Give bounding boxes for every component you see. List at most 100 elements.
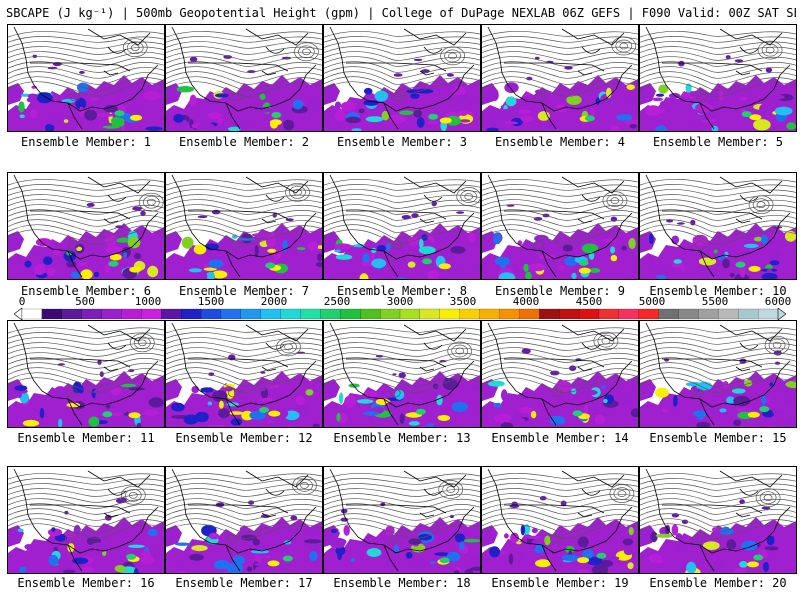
ensemble-member-map bbox=[323, 320, 481, 428]
colorbar-tick-label: 3500 bbox=[449, 295, 477, 308]
colorbar-swatch bbox=[499, 308, 520, 320]
colorbar-swatch bbox=[638, 308, 660, 320]
geopotential-height-contours bbox=[640, 326, 796, 398]
colorbar-tick-label: 5000 bbox=[638, 295, 666, 308]
sbcape-shading bbox=[324, 201, 480, 279]
sbcape-shading bbox=[8, 54, 164, 131]
geographic-boundaries bbox=[487, 322, 633, 426]
geographic-boundaries bbox=[171, 468, 317, 572]
ensemble-member-map bbox=[7, 466, 165, 574]
colorbar-swatch bbox=[479, 308, 500, 320]
geographic-boundaries bbox=[329, 174, 475, 278]
sbcape-height-map bbox=[8, 468, 164, 573]
sbcape-height-map bbox=[640, 322, 796, 427]
sbcape-height-map bbox=[166, 468, 322, 573]
sbcape-height-map bbox=[324, 468, 480, 573]
geopotential-height-contours bbox=[640, 178, 796, 250]
sbcape-shading bbox=[8, 497, 164, 573]
geopotential-height-contours bbox=[324, 326, 480, 398]
geographic-boundaries bbox=[171, 174, 317, 278]
sbcape-height-map bbox=[482, 174, 638, 279]
geopotential-height-contours bbox=[482, 30, 638, 102]
colorbar-swatch bbox=[21, 308, 43, 320]
colorbar-tick-label: 500 bbox=[75, 295, 95, 308]
geographic-boundaries bbox=[171, 322, 317, 426]
ensemble-member-map bbox=[165, 24, 323, 132]
geopotential-height-contours bbox=[482, 326, 638, 398]
geopotential-height-contours bbox=[8, 326, 164, 398]
ensemble-member-map bbox=[323, 172, 481, 280]
geographic-boundaries bbox=[487, 468, 633, 572]
sbcape-height-map bbox=[324, 174, 480, 279]
ensemble-member-label: Ensemble Member: 15 bbox=[649, 431, 787, 445]
ensemble-member-label: Ensemble Member: 13 bbox=[333, 431, 471, 445]
sbcape-height-map bbox=[482, 322, 638, 427]
ensemble-member-label: Ensemble Member: 1 bbox=[20, 135, 152, 149]
geographic-boundaries bbox=[487, 26, 633, 130]
geopotential-height-contours bbox=[640, 30, 796, 102]
colorbar-tick-label: 4500 bbox=[575, 295, 603, 308]
ensemble-member-map bbox=[7, 24, 165, 132]
ensemble-member-map bbox=[481, 24, 639, 132]
colorbar-swatch bbox=[181, 308, 202, 320]
colorbar-swatch bbox=[459, 308, 480, 320]
geopotential-height-contours bbox=[8, 472, 164, 544]
colorbar-tick-label: 5500 bbox=[701, 295, 729, 308]
geographic-boundaries bbox=[329, 468, 475, 572]
colorbar-swatch bbox=[698, 308, 719, 320]
colorbar-swatch bbox=[718, 308, 739, 320]
ensemble-member-map bbox=[639, 24, 797, 132]
colorbar-swatch bbox=[399, 308, 421, 320]
sbcape-height-map bbox=[8, 322, 164, 427]
ensemble-member-map bbox=[7, 172, 165, 280]
ensemble-member-label: Ensemble Member: 17 bbox=[175, 576, 313, 590]
colorbar-swatch bbox=[280, 308, 301, 320]
geographic-boundaries bbox=[13, 322, 159, 426]
colorbar-swatch bbox=[121, 308, 142, 320]
colorbar-min-arrow bbox=[14, 308, 23, 320]
colorbar-swatch bbox=[598, 308, 620, 320]
colorbar-tick-label: 3000 bbox=[386, 295, 414, 308]
geographic-boundaries bbox=[13, 174, 159, 278]
colorbar-swatch bbox=[578, 308, 600, 320]
ensemble-member-label: Ensemble Member: 9 bbox=[494, 284, 626, 298]
colorbar-swatch bbox=[41, 308, 63, 320]
ensemble-member-label: Ensemble Member: 12 bbox=[175, 431, 313, 445]
geopotential-height-contours bbox=[166, 30, 322, 102]
geographic-boundaries bbox=[645, 468, 791, 572]
sbcape-shading bbox=[324, 58, 480, 131]
ensemble-member-map bbox=[481, 172, 639, 280]
sbcape-height-map bbox=[8, 26, 164, 131]
sbcape-height-map bbox=[8, 174, 164, 279]
colorbar-swatch bbox=[758, 308, 779, 320]
geographic-boundaries bbox=[171, 26, 317, 130]
geopotential-height-contours bbox=[324, 178, 480, 250]
ensemble-member-label: Ensemble Member: 14 bbox=[491, 431, 629, 445]
sbcape-height-map bbox=[166, 322, 322, 427]
ensemble-member-label: Ensemble Member: 6 bbox=[20, 284, 152, 298]
sbcape-shading bbox=[8, 202, 164, 279]
colorbar-swatch bbox=[101, 308, 122, 320]
ensemble-member-map bbox=[165, 466, 323, 574]
sbcape-shading bbox=[482, 204, 638, 279]
colorbar-swatch bbox=[678, 308, 699, 320]
ensemble-member-label: Ensemble Member: 11 bbox=[17, 431, 155, 445]
colorbar-swatch bbox=[240, 308, 262, 320]
ensemble-member-label: Ensemble Member: 8 bbox=[336, 284, 468, 298]
sbcape-colorbar: 0 500 1000 1500 2000 2500 3000 3500 4000 4500 5000… bbox=[0, 296, 800, 320]
colorbar-tick-label: 2000 bbox=[260, 295, 288, 308]
sbcape-height-map bbox=[482, 468, 638, 573]
sbcape-shading bbox=[482, 348, 638, 427]
sbcape-height-map bbox=[324, 322, 480, 427]
ensemble-member-label: Ensemble Member: 5 bbox=[652, 135, 784, 149]
colorbar-swatch bbox=[220, 308, 242, 320]
geopotential-height-contours bbox=[166, 326, 322, 398]
ensemble-member-map bbox=[165, 320, 323, 428]
geographic-boundaries bbox=[645, 174, 791, 278]
colorbar-swatch bbox=[658, 308, 679, 320]
ensemble-member-map bbox=[165, 172, 323, 280]
colorbar-swatch bbox=[380, 308, 401, 320]
sbcape-shading bbox=[166, 351, 322, 427]
colorbar-tick-label: 4000 bbox=[512, 295, 540, 308]
colorbar-swatch bbox=[161, 308, 182, 320]
